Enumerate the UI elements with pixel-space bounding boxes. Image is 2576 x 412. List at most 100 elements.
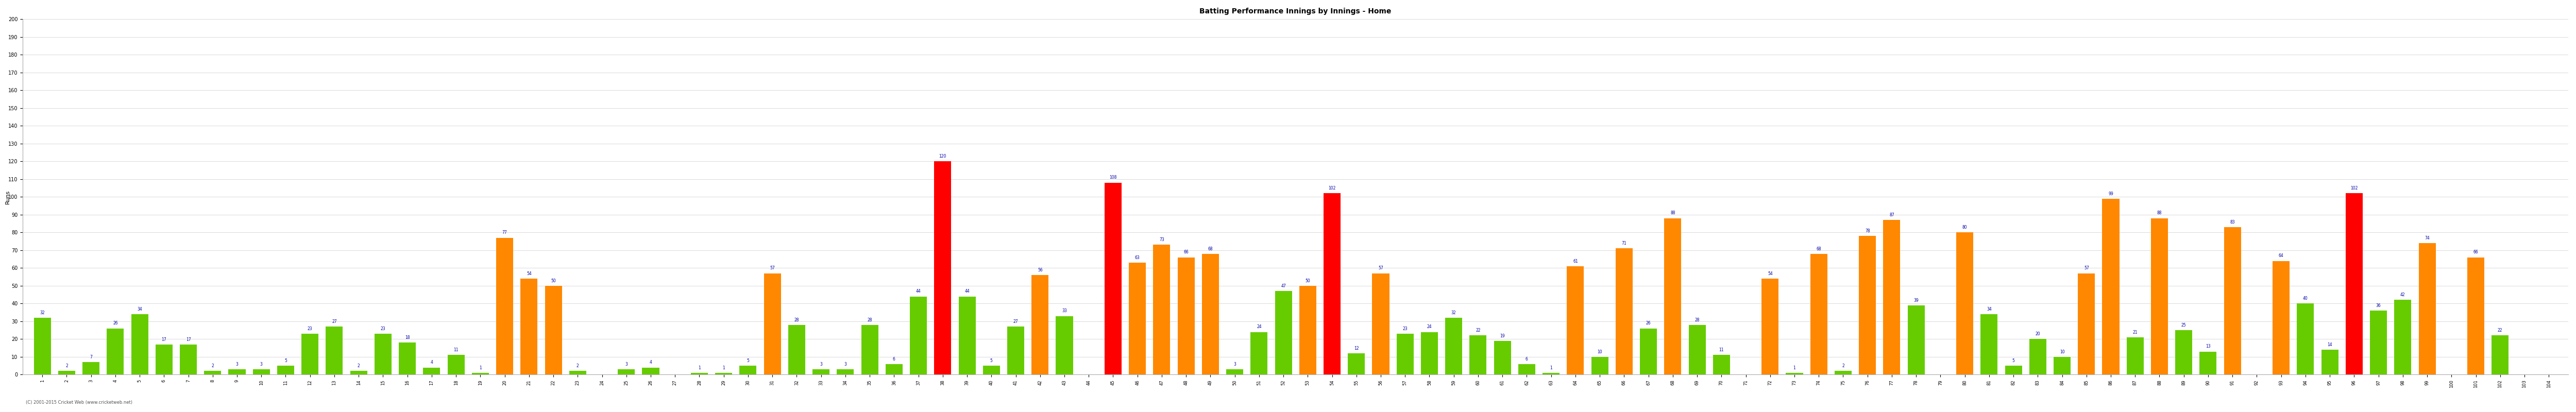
- Bar: [1445, 318, 1463, 375]
- Bar: [935, 162, 951, 375]
- Text: 108: 108: [1110, 176, 1118, 180]
- Text: 74: 74: [2424, 236, 2429, 241]
- Text: 12: 12: [1355, 346, 1360, 351]
- Text: 34: 34: [1986, 307, 1991, 311]
- Bar: [1177, 258, 1195, 375]
- Bar: [811, 369, 829, 375]
- Bar: [984, 366, 999, 375]
- Bar: [278, 366, 294, 375]
- Bar: [788, 325, 806, 375]
- Bar: [204, 371, 222, 375]
- Text: 80: 80: [1963, 225, 1968, 230]
- Text: 23: 23: [307, 326, 312, 331]
- Text: 22: 22: [1476, 328, 1481, 333]
- Text: 27: 27: [332, 319, 337, 324]
- Text: 11: 11: [1718, 348, 1723, 352]
- Bar: [1811, 254, 1826, 375]
- Bar: [546, 286, 562, 375]
- Text: 26: 26: [113, 321, 118, 326]
- Bar: [1324, 193, 1340, 375]
- Text: 57: 57: [770, 266, 775, 271]
- Bar: [399, 343, 415, 375]
- Text: 44: 44: [917, 289, 920, 294]
- Bar: [1373, 273, 1388, 375]
- Bar: [1955, 232, 1973, 375]
- Bar: [618, 369, 634, 375]
- Bar: [155, 344, 173, 375]
- Bar: [2419, 243, 2437, 375]
- Bar: [1713, 355, 1731, 375]
- Text: 19: 19: [1499, 334, 1504, 338]
- Bar: [1422, 332, 1437, 375]
- Text: 50: 50: [551, 279, 556, 283]
- Bar: [1517, 364, 1535, 375]
- Bar: [2079, 273, 2094, 375]
- Bar: [1762, 279, 1777, 375]
- Bar: [471, 373, 489, 375]
- Bar: [2102, 199, 2120, 375]
- Text: 26: 26: [1646, 321, 1651, 326]
- Bar: [422, 368, 440, 375]
- Bar: [690, 373, 708, 375]
- Text: 24: 24: [1427, 325, 1432, 329]
- Bar: [641, 368, 659, 375]
- Bar: [2347, 193, 2362, 375]
- Text: 28: 28: [868, 318, 873, 322]
- Bar: [252, 369, 270, 375]
- Bar: [1226, 369, 1244, 375]
- Bar: [2223, 227, 2241, 375]
- Text: 10: 10: [2061, 349, 2063, 354]
- Text: 23: 23: [381, 326, 386, 331]
- Bar: [1030, 275, 1048, 375]
- Bar: [2151, 218, 2169, 375]
- Text: 73: 73: [1159, 238, 1164, 242]
- Bar: [131, 314, 149, 375]
- Bar: [229, 369, 245, 375]
- Bar: [2128, 337, 2143, 375]
- Bar: [2200, 351, 2215, 375]
- Text: 42: 42: [2401, 293, 2406, 297]
- Text: 54: 54: [526, 272, 531, 276]
- Bar: [1592, 357, 1607, 375]
- Text: 64: 64: [2280, 253, 2285, 258]
- Bar: [1105, 183, 1121, 375]
- Bar: [2321, 350, 2339, 375]
- Bar: [958, 296, 976, 375]
- Text: 66: 66: [1182, 250, 1188, 255]
- Text: 24: 24: [1257, 325, 1262, 329]
- Bar: [1981, 314, 1996, 375]
- Text: 32: 32: [1450, 310, 1455, 315]
- Bar: [497, 238, 513, 375]
- Text: 88: 88: [1669, 211, 1674, 215]
- Bar: [59, 371, 75, 375]
- Bar: [1347, 353, 1365, 375]
- Bar: [1785, 373, 1803, 375]
- Text: 18: 18: [404, 335, 410, 340]
- Text: 17: 17: [162, 337, 167, 342]
- Text: 120: 120: [940, 154, 945, 159]
- Bar: [1007, 327, 1025, 375]
- Text: 66: 66: [2473, 250, 2478, 255]
- Bar: [1275, 291, 1293, 375]
- Y-axis label: Runs: Runs: [5, 190, 10, 204]
- Text: 77: 77: [502, 230, 507, 235]
- Bar: [82, 362, 100, 375]
- Bar: [520, 279, 538, 375]
- Bar: [1883, 220, 1901, 375]
- Bar: [1494, 341, 1512, 375]
- Text: 39: 39: [1914, 298, 1919, 303]
- Text: 23: 23: [1401, 326, 1406, 331]
- Text: 33: 33: [1061, 309, 1066, 313]
- Text: 87: 87: [1888, 213, 1893, 217]
- Text: 17: 17: [185, 337, 191, 342]
- Text: 56: 56: [1038, 268, 1043, 272]
- Text: 71: 71: [1623, 241, 1625, 246]
- Text: 21: 21: [2133, 330, 2138, 335]
- Bar: [1298, 286, 1316, 375]
- Text: 54: 54: [1767, 272, 1772, 276]
- Bar: [2393, 300, 2411, 375]
- Bar: [1249, 332, 1267, 375]
- Text: 68: 68: [1816, 246, 1821, 251]
- Bar: [2004, 366, 2022, 375]
- Text: 14: 14: [2326, 342, 2331, 347]
